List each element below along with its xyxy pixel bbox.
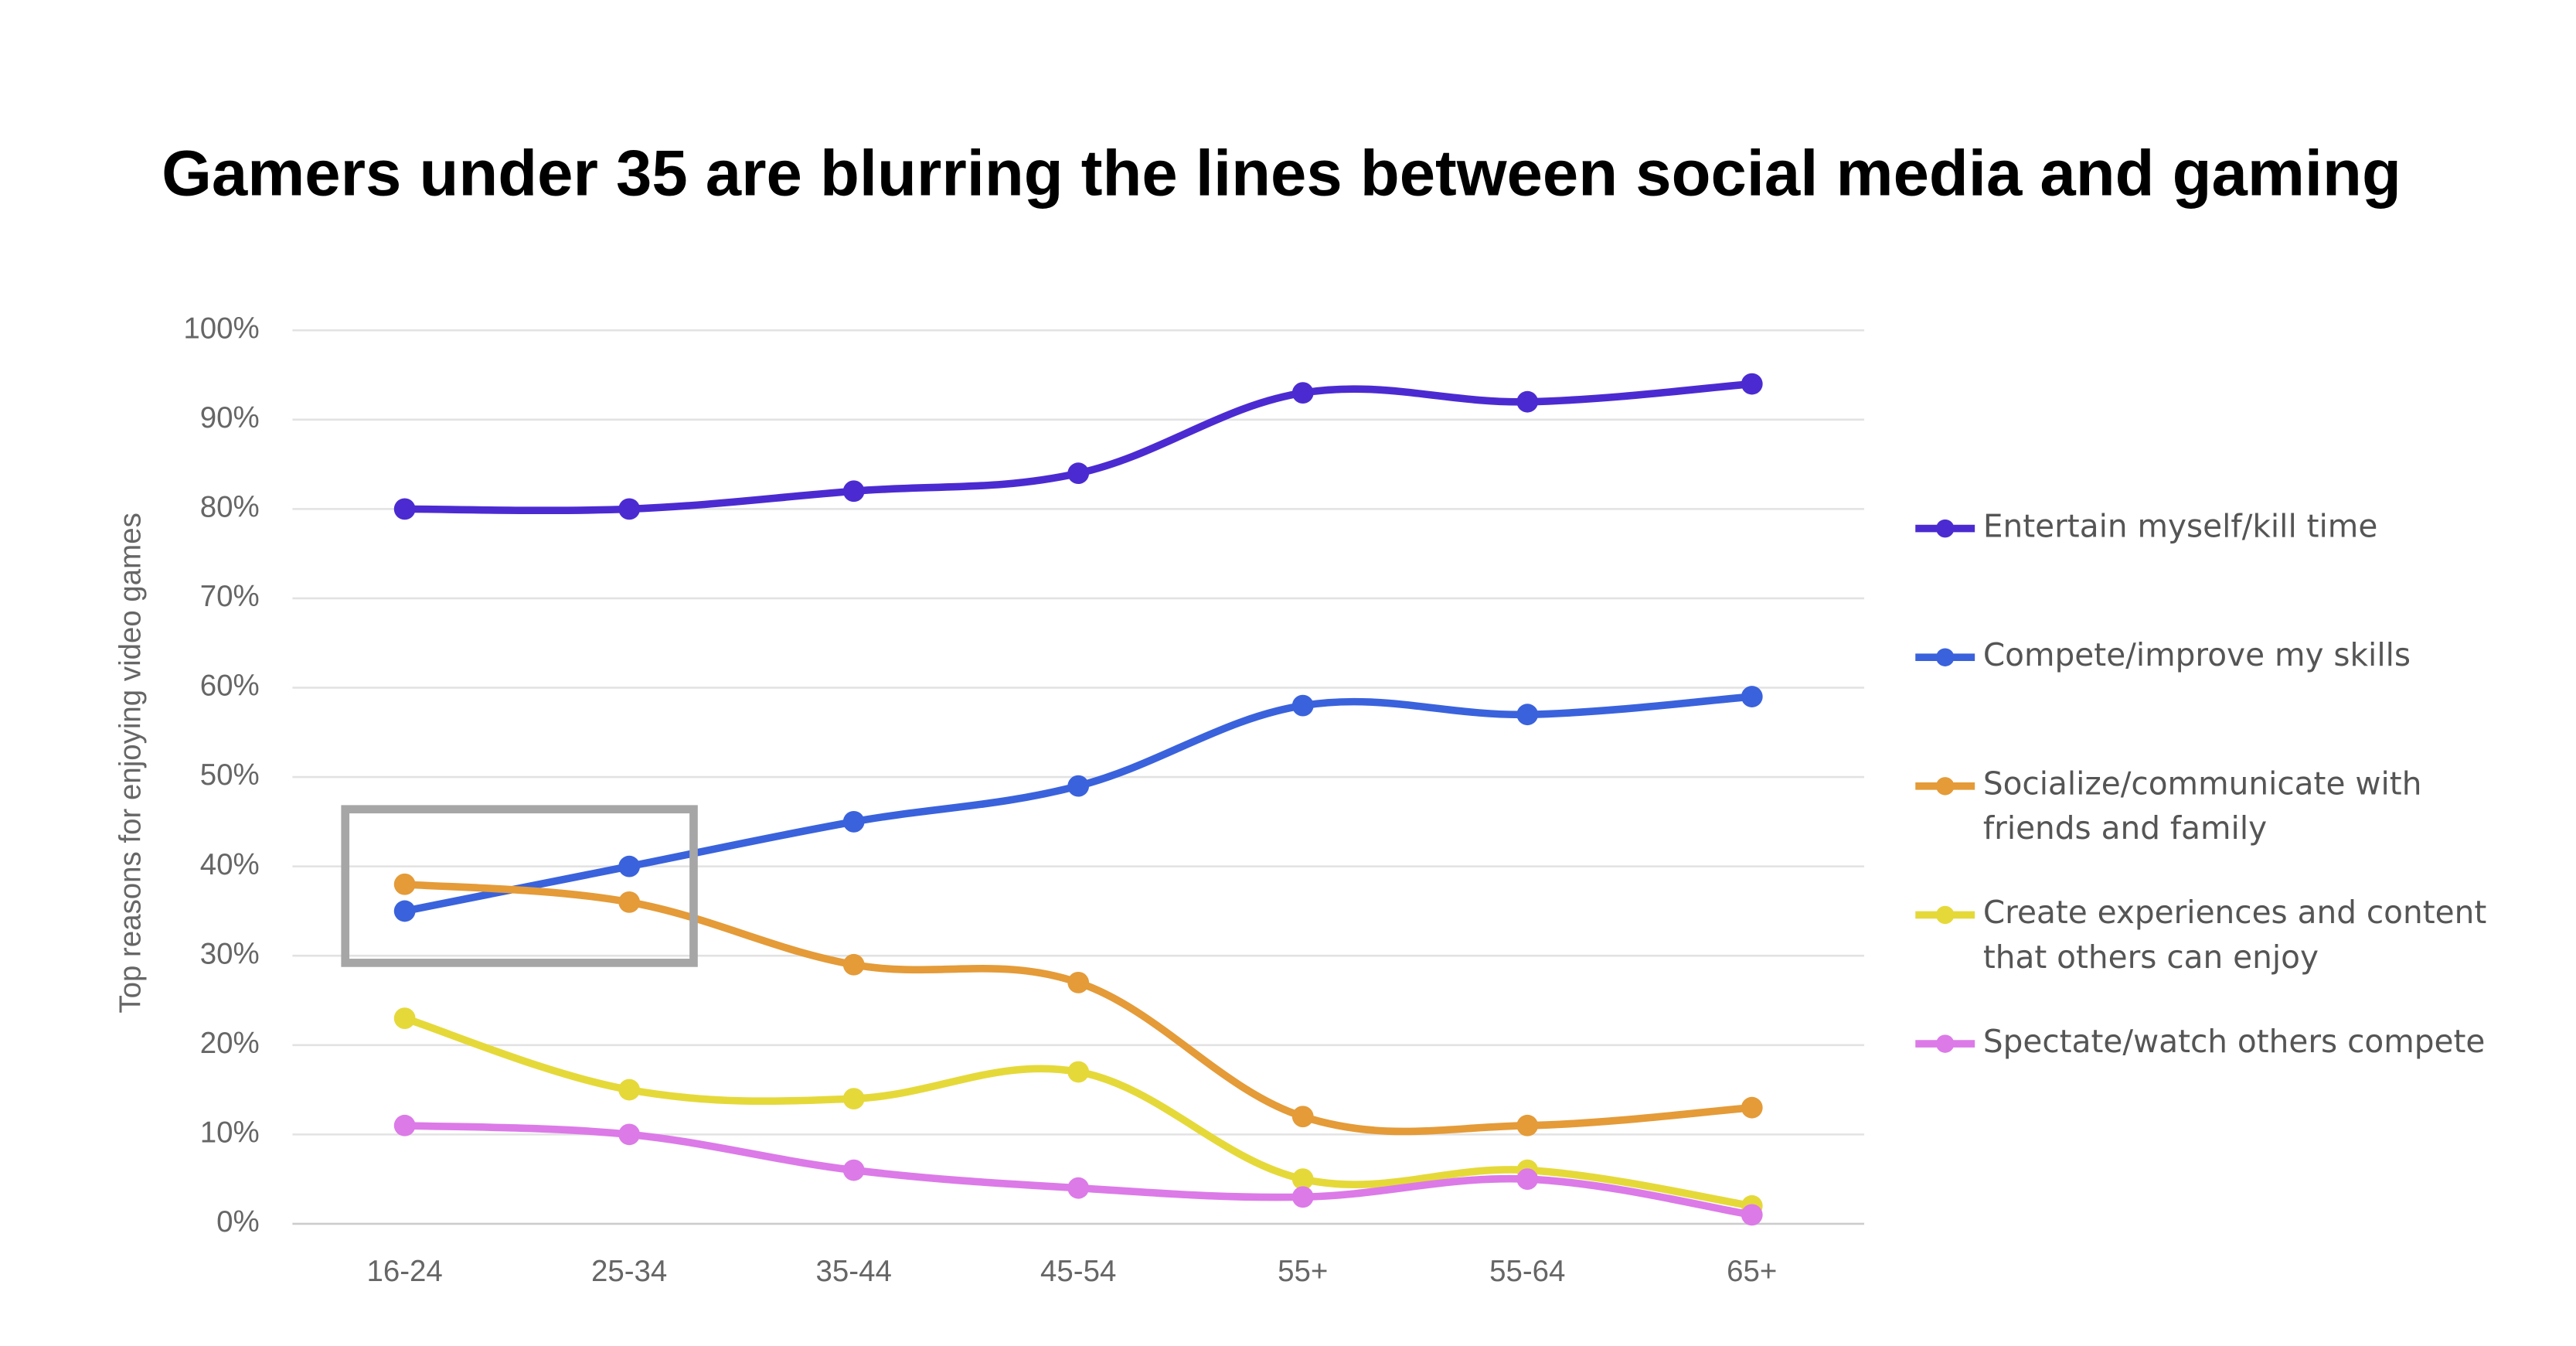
- line: [403, 693, 1753, 915]
- y-tick-label: 10%: [200, 1116, 260, 1150]
- marker: [1291, 1186, 1314, 1208]
- marker: [618, 891, 641, 913]
- marker: [1741, 1204, 1763, 1226]
- highlight-box: [341, 805, 698, 967]
- x-tick-label: 55-64: [1489, 1255, 1565, 1288]
- marker: [1741, 1096, 1763, 1119]
- marker: [1067, 1061, 1090, 1083]
- legend-item: Socialize/communicate with friends and f…: [1982, 766, 2422, 847]
- marker: [1291, 694, 1314, 717]
- y-tick-label: 80%: [200, 491, 260, 524]
- marker: [1067, 462, 1090, 485]
- y-tick-label: 0%: [216, 1205, 260, 1239]
- marker: [1067, 775, 1090, 797]
- marker: [393, 498, 416, 520]
- y-tick-label: 40%: [200, 848, 260, 881]
- y-tick-label: 50%: [200, 758, 260, 792]
- y-tick-label: 90%: [200, 401, 260, 434]
- legend-marker: [1935, 905, 1955, 925]
- x-tick-label: 45-54: [1040, 1255, 1116, 1288]
- legend-label: Create experiences and content that othe…: [1982, 894, 2487, 976]
- legend-item: Create experiences and content that othe…: [1982, 894, 2487, 976]
- marker: [842, 480, 865, 503]
- legend-marker: [1935, 777, 1955, 796]
- y-tick-label: 100%: [183, 312, 259, 345]
- marker: [1291, 1106, 1314, 1128]
- x-tick-label: 35-44: [816, 1255, 892, 1288]
- x-tick-label: 16-24: [366, 1255, 442, 1288]
- marker: [842, 810, 865, 833]
- marker: [842, 1088, 865, 1110]
- marker: [1067, 1177, 1090, 1199]
- y-axis-label: Top reasons for enjoying video games: [114, 513, 147, 1013]
- legend-label: Socialize/communicate with friends and f…: [1982, 766, 2422, 847]
- line: [404, 880, 1753, 1136]
- legend-item: Spectate/watch others compete: [1982, 1024, 2486, 1061]
- marker: [618, 855, 641, 877]
- legend-marker: [1935, 519, 1955, 538]
- marker: [1741, 686, 1763, 707]
- plot-area: 0% 10% 20% 30% 40% 50% 60% 70% 80% 90% 100% 16-24 25…: [183, 312, 2487, 1288]
- marker: [1516, 1114, 1539, 1136]
- marker: [1516, 1168, 1539, 1191]
- line: [404, 380, 1753, 515]
- legend-marker: [1935, 648, 1955, 666]
- x-tick-label: 65+: [1727, 1255, 1777, 1288]
- marker: [618, 1123, 641, 1146]
- y-tick-label: 70%: [200, 580, 260, 613]
- y-tick-label: 30%: [200, 937, 260, 970]
- marker: [1291, 1168, 1314, 1191]
- marker: [393, 1007, 416, 1029]
- marker: [393, 1114, 416, 1136]
- marker: [842, 1159, 865, 1181]
- y-tick-label: 60%: [200, 670, 260, 703]
- marker: [1516, 704, 1539, 726]
- marker: [1516, 390, 1539, 413]
- legend-label: Compete/improve my skills: [1982, 637, 2411, 674]
- marker: [842, 953, 865, 976]
- legend-marker: [1935, 1034, 1955, 1053]
- legend-item: Compete/improve my skills: [1982, 637, 2411, 674]
- marker: [618, 1079, 641, 1101]
- x-tick-label: 25-34: [591, 1255, 667, 1288]
- marker: [393, 900, 416, 922]
- legend-label: Entertain myself/kill time: [1982, 508, 2378, 545]
- marker: [1291, 382, 1314, 404]
- marker: [1067, 972, 1090, 993]
- x-tick-label: 55+: [1278, 1255, 1328, 1288]
- marker: [393, 873, 416, 895]
- legend-item: Entertain myself/kill time: [1982, 508, 2378, 545]
- y-tick-label: 20%: [200, 1027, 260, 1060]
- marker: [618, 498, 641, 520]
- marker: [1741, 373, 1763, 395]
- legend-label: Spectate/watch others compete: [1982, 1024, 2486, 1061]
- chart-title: Gamers under 35 are blurring the lines b…: [162, 138, 2401, 210]
